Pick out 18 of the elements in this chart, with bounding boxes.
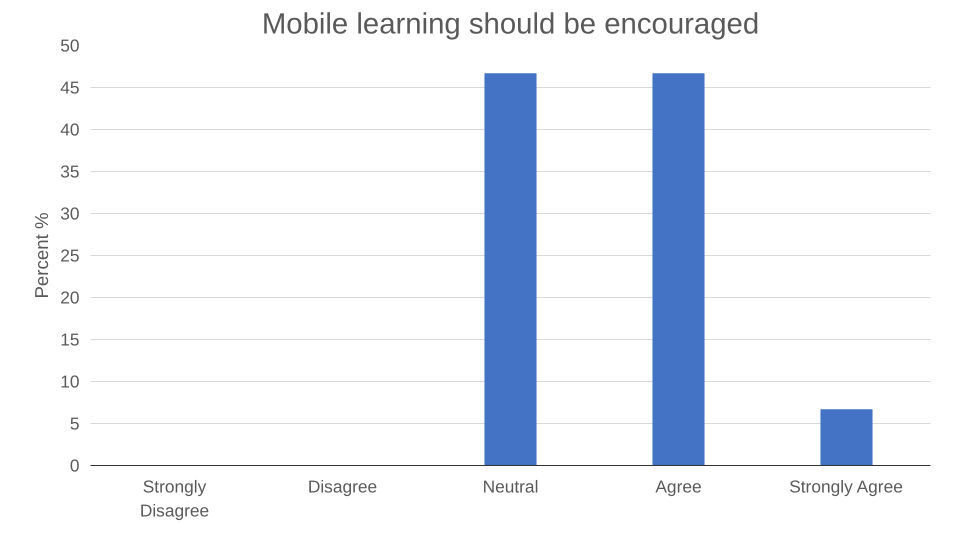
y-tick-label: 0 bbox=[70, 456, 80, 476]
y-tick-label: 30 bbox=[60, 204, 80, 224]
y-tick-label: 50 bbox=[60, 36, 80, 56]
y-tick-label: 5 bbox=[70, 414, 80, 434]
x-tick-label: Strongly Agree bbox=[789, 476, 903, 496]
chart-title: Mobile learning should be encouraged bbox=[262, 8, 760, 40]
y-tick-label: 40 bbox=[60, 120, 80, 140]
y-tick-label: 20 bbox=[60, 288, 80, 308]
y-tick-label: 25 bbox=[60, 246, 80, 266]
y-tick-label: 10 bbox=[60, 372, 80, 392]
x-tick-label: Agree bbox=[655, 476, 702, 496]
x-tick-label: Strongly Disagree bbox=[140, 476, 210, 520]
y-axis-title: Percent % bbox=[31, 212, 52, 299]
y-tick-label: 15 bbox=[60, 330, 80, 350]
y-tick-label: 35 bbox=[60, 162, 80, 182]
x-tick-label: Disagree bbox=[308, 476, 378, 496]
x-tick-label: Neutral bbox=[482, 476, 538, 496]
y-tick-label: 45 bbox=[60, 78, 80, 98]
